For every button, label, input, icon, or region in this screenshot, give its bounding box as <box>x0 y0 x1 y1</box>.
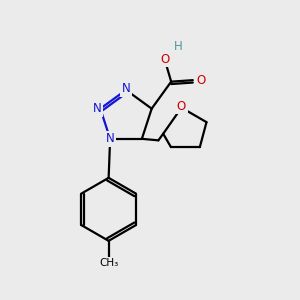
Text: N: N <box>122 82 130 95</box>
Text: CH₃: CH₃ <box>99 258 118 268</box>
Text: O: O <box>196 74 206 87</box>
Text: N: N <box>106 132 115 145</box>
Text: O: O <box>177 100 186 113</box>
Text: N: N <box>93 102 102 115</box>
Text: O: O <box>160 53 169 66</box>
Text: H: H <box>174 40 182 53</box>
